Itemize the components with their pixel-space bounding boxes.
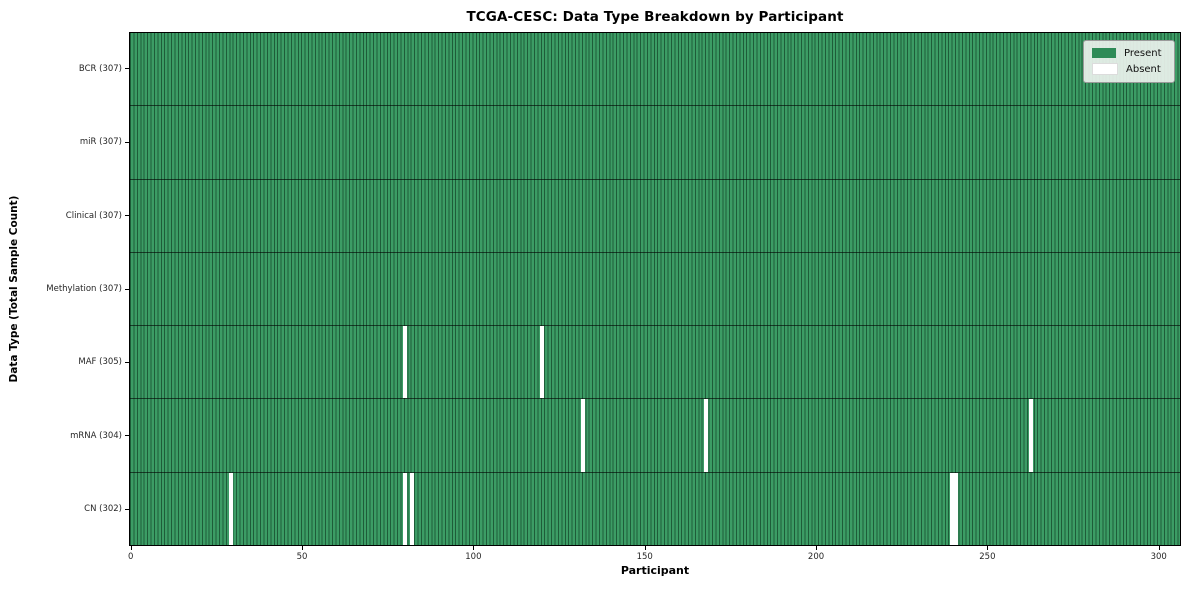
x-tick-mark — [987, 546, 989, 550]
legend-item-present: Present — [1092, 48, 1166, 59]
legend-label: Absent — [1126, 63, 1161, 75]
y-tick-label: Clinical (307) — [65, 210, 122, 221]
y-tick-mark — [125, 508, 129, 510]
x-tick-label: 250 — [979, 552, 996, 562]
heatmap-row-miR — [130, 105, 1180, 179]
absent-cell — [228, 472, 233, 545]
absent-swatch-icon — [1092, 63, 1118, 76]
absent-cell — [403, 472, 408, 545]
legend-label: Present — [1124, 47, 1162, 59]
x-tick-label: 200 — [807, 552, 825, 562]
y-tick-mark — [125, 141, 129, 143]
heatmap-row-CN — [130, 471, 1180, 545]
x-tick-label: 50 — [296, 552, 308, 562]
legend: Present Absent — [1083, 40, 1175, 83]
x-tick-mark — [644, 546, 646, 550]
absent-cell — [953, 472, 959, 545]
y-tick-mark — [125, 215, 129, 217]
absent-cell — [410, 472, 415, 545]
y-tick-label: CN (302) — [84, 504, 122, 515]
x-tick-mark — [816, 546, 818, 550]
y-tick-label: MAF (305) — [78, 357, 122, 368]
x-tick-mark — [302, 546, 304, 550]
heatmap-row-MAF — [130, 325, 1180, 399]
x-tick-label: 100 — [465, 552, 482, 562]
x-tick-label: 0 — [127, 552, 134, 562]
heatmap-row-Methylation — [130, 251, 1180, 326]
x-tick-mark — [473, 546, 475, 550]
x-tick-label: 300 — [1150, 552, 1167, 562]
chart-title: TCGA-CESC: Data Type Breakdown by Partic… — [466, 9, 844, 25]
y-tick-label: Methylation (307) — [46, 284, 122, 294]
absent-cell — [581, 399, 586, 472]
x-axis-label: Participant — [620, 564, 690, 577]
legend-item-absent: Absent — [1092, 63, 1166, 76]
y-tick-mark — [125, 435, 129, 437]
absent-cell — [1029, 399, 1034, 472]
present-swatch-icon — [1092, 48, 1116, 59]
heatmap-row-mRNA — [130, 398, 1180, 472]
y-tick-mark — [125, 68, 129, 70]
plot-area: Present Absent — [129, 32, 1181, 546]
y-tick-mark — [125, 361, 129, 363]
heatmap-row-BCR — [130, 33, 1180, 106]
absent-cell — [704, 399, 709, 472]
x-tick-mark — [130, 546, 132, 550]
heatmap-row-Clinical — [130, 178, 1180, 252]
y-tick-label: BCR (307) — [78, 63, 122, 74]
y-tick-label: miR (307) — [79, 137, 122, 148]
x-tick-label: 150 — [636, 552, 653, 562]
absent-cell — [540, 326, 545, 399]
y-tick-label: mRNA (304) — [70, 430, 122, 441]
x-tick-mark — [1158, 546, 1160, 550]
y-tick-mark — [125, 288, 129, 290]
absent-cell — [950, 472, 955, 545]
heatmap-rows — [130, 33, 1180, 545]
absent-cell — [403, 326, 408, 399]
